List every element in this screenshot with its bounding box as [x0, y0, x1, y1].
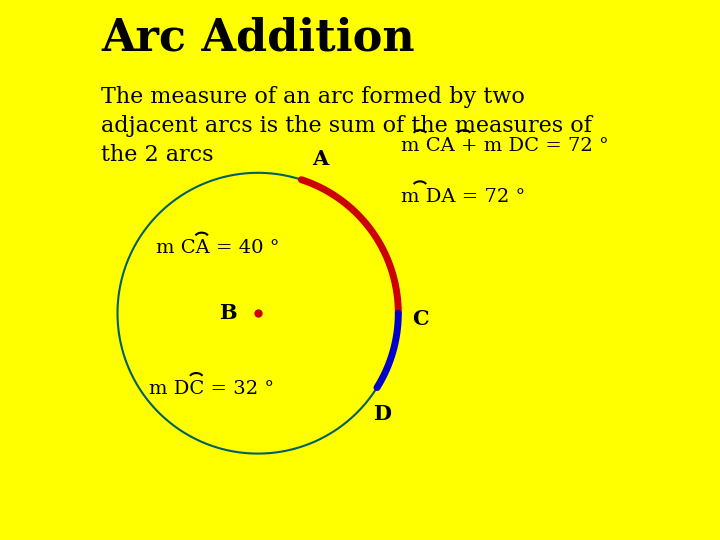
Text: C: C: [412, 308, 428, 329]
Text: m CA + m DC = 72 °: m CA + m DC = 72 °: [401, 137, 608, 155]
Text: Arc Addition: Arc Addition: [102, 16, 415, 59]
Text: B: B: [219, 303, 236, 323]
Text: m DA = 72 °: m DA = 72 °: [401, 188, 526, 206]
Text: D: D: [374, 404, 392, 424]
Text: m CA = 40 °: m CA = 40 °: [156, 239, 279, 258]
Text: A: A: [312, 149, 328, 169]
Text: m DC = 32 °: m DC = 32 °: [150, 380, 274, 398]
Text: The measure of an arc formed by two
adjacent arcs is the sum of the measures of
: The measure of an arc formed by two adja…: [102, 86, 592, 166]
